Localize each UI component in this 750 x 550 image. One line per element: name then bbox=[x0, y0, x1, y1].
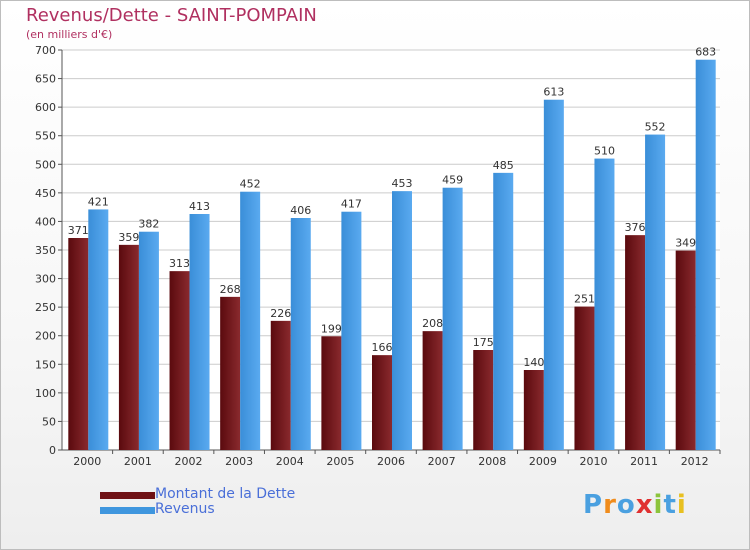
logo-letter: t bbox=[663, 490, 677, 520]
data-label-revenue: 459 bbox=[442, 174, 463, 187]
y-tick-label: 0 bbox=[49, 444, 56, 457]
bar-revenue bbox=[341, 211, 362, 450]
y-tick-label: 450 bbox=[35, 187, 56, 200]
bar-revenue bbox=[290, 218, 311, 450]
bar-debt bbox=[574, 306, 595, 450]
bar-revenue bbox=[392, 191, 412, 450]
logo-letter: o bbox=[616, 490, 636, 520]
logo-letter: i bbox=[676, 490, 687, 520]
bar-revenue bbox=[645, 134, 666, 451]
x-tick-label: 2008 bbox=[478, 455, 506, 468]
data-label-revenue: 485 bbox=[493, 159, 514, 172]
bar-debt bbox=[372, 355, 392, 450]
bar-revenue bbox=[493, 172, 514, 450]
y-tick-label: 550 bbox=[35, 130, 56, 143]
x-tick-label: 2001 bbox=[124, 455, 152, 468]
x-tick-label: 2012 bbox=[681, 455, 709, 468]
y-tick-label: 700 bbox=[35, 44, 56, 57]
x-tick-label: 2003 bbox=[225, 455, 253, 468]
y-tick-label: 100 bbox=[35, 387, 56, 400]
data-label-debt: 166 bbox=[372, 341, 393, 354]
data-label-debt: 349 bbox=[675, 237, 696, 250]
bar-revenue bbox=[189, 214, 210, 450]
bar-revenue bbox=[695, 59, 716, 450]
data-label-debt: 359 bbox=[118, 231, 139, 244]
x-tick-label: 2009 bbox=[529, 455, 557, 468]
chart-title: Revenus/Dette - SAINT-POMPAIN bbox=[26, 5, 317, 26]
bar-debt bbox=[169, 271, 190, 450]
logo-letter: i bbox=[653, 490, 664, 520]
bar-debt bbox=[321, 336, 342, 450]
data-label-revenue: 683 bbox=[695, 46, 716, 59]
data-label-revenue: 510 bbox=[594, 145, 615, 158]
data-label-debt: 313 bbox=[169, 257, 190, 270]
y-tick-label: 50 bbox=[42, 415, 56, 428]
bar-revenue bbox=[442, 187, 463, 450]
x-tick-label: 2004 bbox=[276, 455, 304, 468]
data-label-revenue: 421 bbox=[88, 195, 109, 208]
data-label-revenue: 382 bbox=[138, 218, 159, 231]
data-label-debt: 251 bbox=[574, 293, 595, 306]
legend-label-revenue: Revenus bbox=[155, 501, 215, 517]
data-label-debt: 208 bbox=[422, 317, 443, 330]
bar-debt bbox=[118, 244, 139, 450]
y-tick-label: 300 bbox=[35, 273, 56, 286]
bar-debt bbox=[625, 235, 646, 450]
proxiti-logo: Proxiti bbox=[583, 490, 687, 520]
data-label-debt: 268 bbox=[220, 283, 241, 296]
bar-revenue bbox=[240, 191, 261, 450]
x-tick-label: 2010 bbox=[579, 455, 607, 468]
legend-label-debt: Montant de la Dette bbox=[155, 486, 296, 502]
data-label-debt: 140 bbox=[523, 356, 544, 369]
y-tick-label: 150 bbox=[35, 358, 56, 371]
data-label-revenue: 552 bbox=[645, 121, 666, 134]
bar-debt bbox=[422, 331, 443, 450]
data-label-debt: 199 bbox=[321, 322, 342, 335]
logo-letter: P bbox=[583, 490, 604, 520]
x-tick-label: 2002 bbox=[175, 455, 203, 468]
bar-debt bbox=[68, 238, 89, 450]
bar-revenue bbox=[594, 158, 615, 451]
bar-revenue bbox=[543, 99, 564, 450]
data-label-revenue: 452 bbox=[240, 178, 261, 191]
legend-swatch-debt bbox=[100, 492, 155, 499]
bar-debt bbox=[675, 250, 696, 450]
bar-debt bbox=[270, 320, 291, 450]
data-label-debt: 226 bbox=[270, 307, 291, 320]
x-tick-label: 2000 bbox=[73, 455, 101, 468]
data-label-revenue: 417 bbox=[341, 198, 362, 211]
x-tick-label: 2007 bbox=[428, 455, 456, 468]
data-label-debt: 175 bbox=[473, 336, 494, 349]
logo-letter: r bbox=[603, 490, 617, 520]
y-tick-label: 600 bbox=[35, 101, 56, 114]
y-tick-label: 500 bbox=[35, 158, 56, 171]
bar-revenue bbox=[88, 209, 109, 450]
bar-debt bbox=[523, 370, 544, 450]
y-tick-label: 400 bbox=[35, 215, 56, 228]
y-tick-label: 250 bbox=[35, 301, 56, 314]
data-label-revenue: 613 bbox=[543, 86, 564, 99]
y-tick-label: 650 bbox=[35, 73, 56, 86]
bar-debt bbox=[220, 296, 241, 450]
data-label-debt: 371 bbox=[68, 224, 89, 237]
y-tick-label: 350 bbox=[35, 244, 56, 257]
chart-subtitle: (en milliers d'€) bbox=[26, 28, 113, 41]
x-tick-label: 2006 bbox=[377, 455, 405, 468]
data-label-revenue: 413 bbox=[189, 200, 210, 213]
x-tick-label: 2005 bbox=[326, 455, 354, 468]
data-label-revenue: 406 bbox=[290, 204, 311, 217]
x-tick-label: 2011 bbox=[630, 455, 658, 468]
data-label-revenue: 453 bbox=[392, 177, 413, 190]
bar-revenue bbox=[138, 231, 159, 450]
data-label-debt: 376 bbox=[625, 221, 646, 234]
logo-letter: x bbox=[635, 490, 654, 520]
bar-debt bbox=[473, 350, 494, 450]
legend-swatch-revenue bbox=[100, 507, 155, 514]
y-tick-label: 200 bbox=[35, 330, 56, 343]
